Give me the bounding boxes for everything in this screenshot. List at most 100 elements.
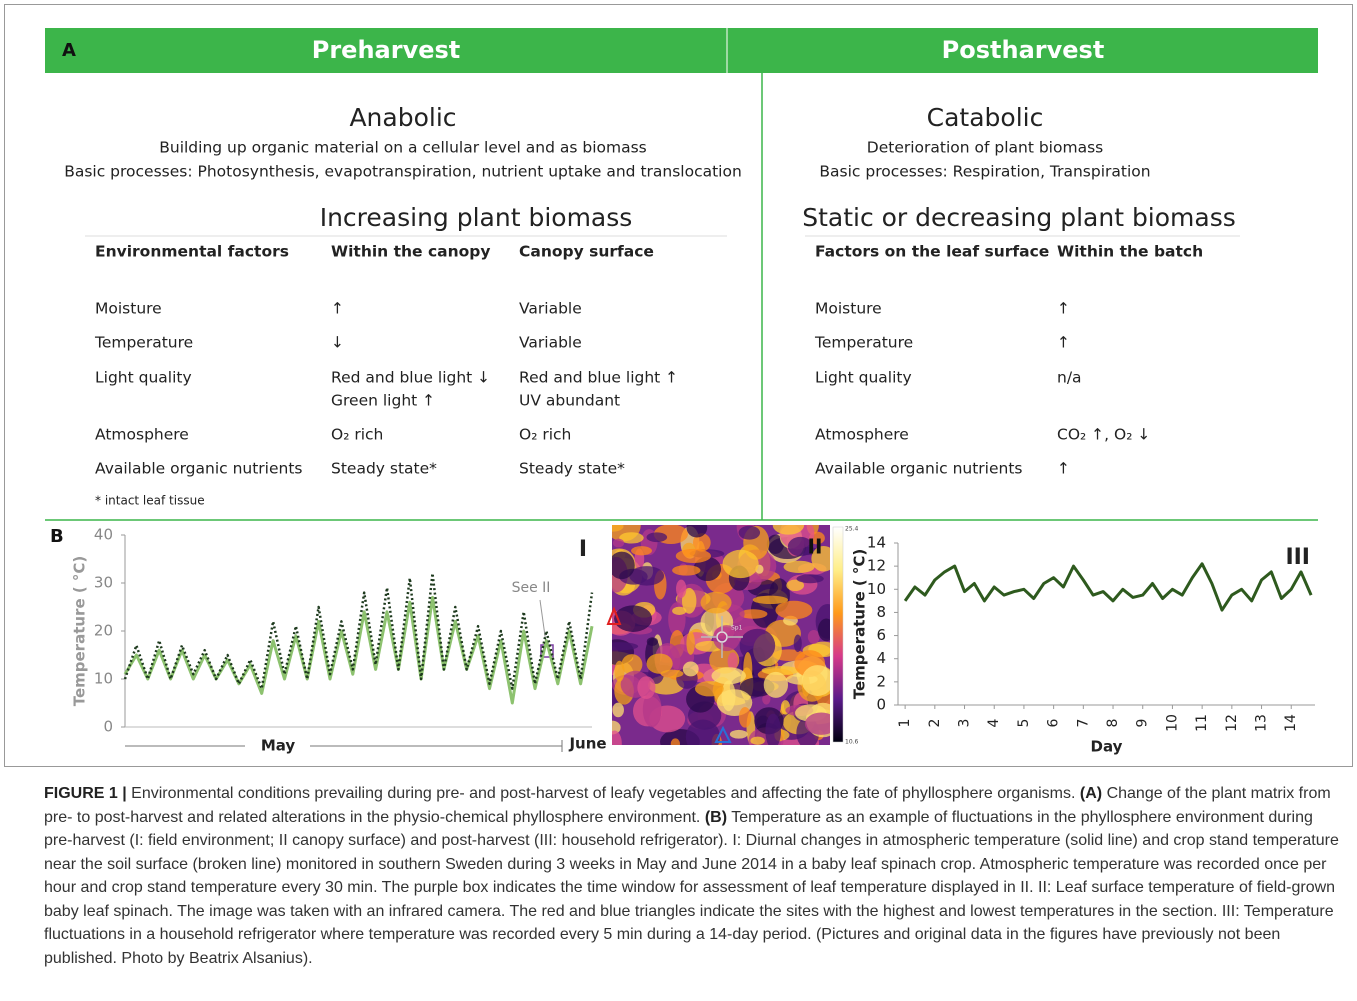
y-tick-label: 2 bbox=[876, 672, 886, 690]
table-cell: Atmosphere bbox=[95, 426, 189, 444]
y-tick-label: 8 bbox=[876, 603, 886, 621]
header-bar bbox=[45, 28, 1318, 73]
column-header: Within the batch bbox=[1057, 243, 1203, 261]
thermal-blob bbox=[631, 546, 652, 555]
table-cell: Light quality bbox=[95, 369, 192, 387]
y-tick-label: 12 bbox=[867, 557, 886, 575]
description: Basic processes: Respiration, Transpirat… bbox=[819, 163, 1150, 181]
thermal-blob bbox=[647, 637, 658, 646]
table-cell: O₂ rich bbox=[519, 426, 571, 444]
thermal-blob bbox=[672, 607, 686, 615]
x-tick-label: 7 bbox=[1075, 719, 1091, 728]
table-cell: Green light ↑ bbox=[331, 392, 435, 410]
table-cell: ↑ bbox=[1057, 300, 1070, 318]
y-axis-label: Temperature ( °C) bbox=[71, 556, 89, 707]
thermal-blob bbox=[739, 526, 760, 540]
thermal-blob bbox=[808, 630, 820, 644]
section-title: Anabolic bbox=[349, 103, 456, 132]
thermal-blob bbox=[613, 539, 624, 548]
thermal-blob bbox=[686, 720, 720, 755]
table-cell: Temperature bbox=[814, 334, 913, 352]
thermal-blob bbox=[614, 605, 652, 632]
x-period-label: May bbox=[261, 737, 296, 755]
figure: A Preharvest Postharvest B AnabolicBuild… bbox=[0, 0, 1357, 780]
caption-label: FIGURE 1 | bbox=[44, 785, 127, 802]
table-cell: Steady state* bbox=[331, 460, 437, 478]
x-tick-label: 2 bbox=[927, 719, 943, 728]
thermal-blob bbox=[671, 738, 680, 749]
thermal-blob bbox=[765, 714, 781, 749]
y-tick-label: 6 bbox=[876, 626, 886, 644]
x-tick-label: 1 bbox=[897, 719, 913, 728]
y-tick-label: 4 bbox=[876, 649, 886, 667]
y-tick-label: 0 bbox=[876, 696, 886, 714]
x-tick-label: 3 bbox=[957, 719, 973, 728]
annotation: See II bbox=[512, 580, 551, 596]
caption-text: Environmental conditions prevailing duri… bbox=[131, 785, 1075, 802]
thermal-blob bbox=[775, 601, 812, 619]
header: Postharvest bbox=[942, 36, 1105, 64]
x-tick-label: 14 bbox=[1283, 714, 1299, 732]
thermal-blob bbox=[661, 670, 684, 678]
column-header: Within the canopy bbox=[331, 243, 490, 261]
y-tick-label: 0 bbox=[103, 718, 113, 736]
thermal-blob bbox=[637, 676, 655, 699]
panel-label: A bbox=[62, 40, 76, 61]
scale-min: 10.6 bbox=[845, 739, 859, 746]
x-tick-label: 6 bbox=[1046, 718, 1062, 727]
table-cell: Moisture bbox=[815, 300, 882, 318]
thermal-blob bbox=[794, 634, 802, 652]
panel-label: II bbox=[808, 535, 823, 559]
table-cell: Temperature bbox=[94, 334, 193, 352]
y-axis-label: Temperature ( °C) bbox=[851, 549, 869, 700]
thermal-blob bbox=[683, 662, 699, 677]
x-tick-label: 4 bbox=[986, 718, 1002, 727]
annotation-leader bbox=[540, 600, 546, 643]
table-cell: Red and blue light ↑ bbox=[519, 369, 678, 387]
thermal-blob bbox=[695, 681, 724, 696]
column-header: Canopy surface bbox=[519, 243, 654, 261]
y-tick-label: 10 bbox=[94, 670, 113, 688]
thermal-blob bbox=[818, 619, 835, 642]
description: Building up organic material on a cellul… bbox=[159, 139, 647, 157]
thermal-blob bbox=[784, 561, 815, 573]
series-line bbox=[125, 597, 592, 703]
table-cell: n/a bbox=[1057, 369, 1082, 387]
thermal-blob bbox=[805, 713, 838, 735]
x-tick-label: 9 bbox=[1135, 719, 1151, 728]
thermal-blob bbox=[739, 707, 751, 728]
x-axis-label: Day bbox=[1091, 738, 1123, 756]
scale-max: 25.4 bbox=[845, 526, 859, 533]
thermal-blob bbox=[647, 532, 668, 542]
thermal-blob bbox=[773, 515, 804, 534]
thermal-blob bbox=[686, 631, 694, 655]
table-cell: Atmosphere bbox=[815, 426, 909, 444]
table-cell: Available organic nutrients bbox=[95, 460, 303, 478]
header: Preharvest bbox=[312, 36, 461, 64]
y-tick-label: 40 bbox=[94, 526, 113, 544]
thermal-blob bbox=[701, 592, 732, 614]
x-tick-label: 10 bbox=[1164, 714, 1180, 732]
x-period-label: June bbox=[568, 735, 606, 753]
table-cell: ↑ bbox=[1057, 460, 1070, 478]
table-cell: Moisture bbox=[95, 300, 162, 318]
y-tick-label: 14 bbox=[867, 534, 886, 552]
table-cell: Available organic nutrients bbox=[815, 460, 1023, 478]
x-tick-label: 12 bbox=[1224, 714, 1240, 732]
y-tick-label: 20 bbox=[94, 622, 113, 640]
caption: FIGURE 1 | Environmental conditions prev… bbox=[44, 782, 1344, 970]
spot-label: Sp1 bbox=[731, 625, 743, 632]
thermal-blob bbox=[612, 703, 624, 718]
thermal-blob bbox=[601, 642, 639, 650]
caption-label: (A) bbox=[1080, 785, 1102, 802]
thermal-blob bbox=[629, 566, 664, 585]
table-cell: Light quality bbox=[815, 369, 912, 387]
table-cell: O₂ rich bbox=[331, 426, 383, 444]
y-tick-label: 10 bbox=[867, 580, 886, 598]
caption-text: Temperature as an example of fluctuation… bbox=[44, 809, 1339, 967]
thermal-blob bbox=[676, 580, 686, 598]
table-cell: Variable bbox=[519, 334, 582, 352]
table-cell: CO₂ ↑, O₂ ↓ bbox=[1057, 426, 1150, 444]
thermal-blob bbox=[730, 730, 748, 739]
thermal-blob bbox=[797, 574, 824, 583]
